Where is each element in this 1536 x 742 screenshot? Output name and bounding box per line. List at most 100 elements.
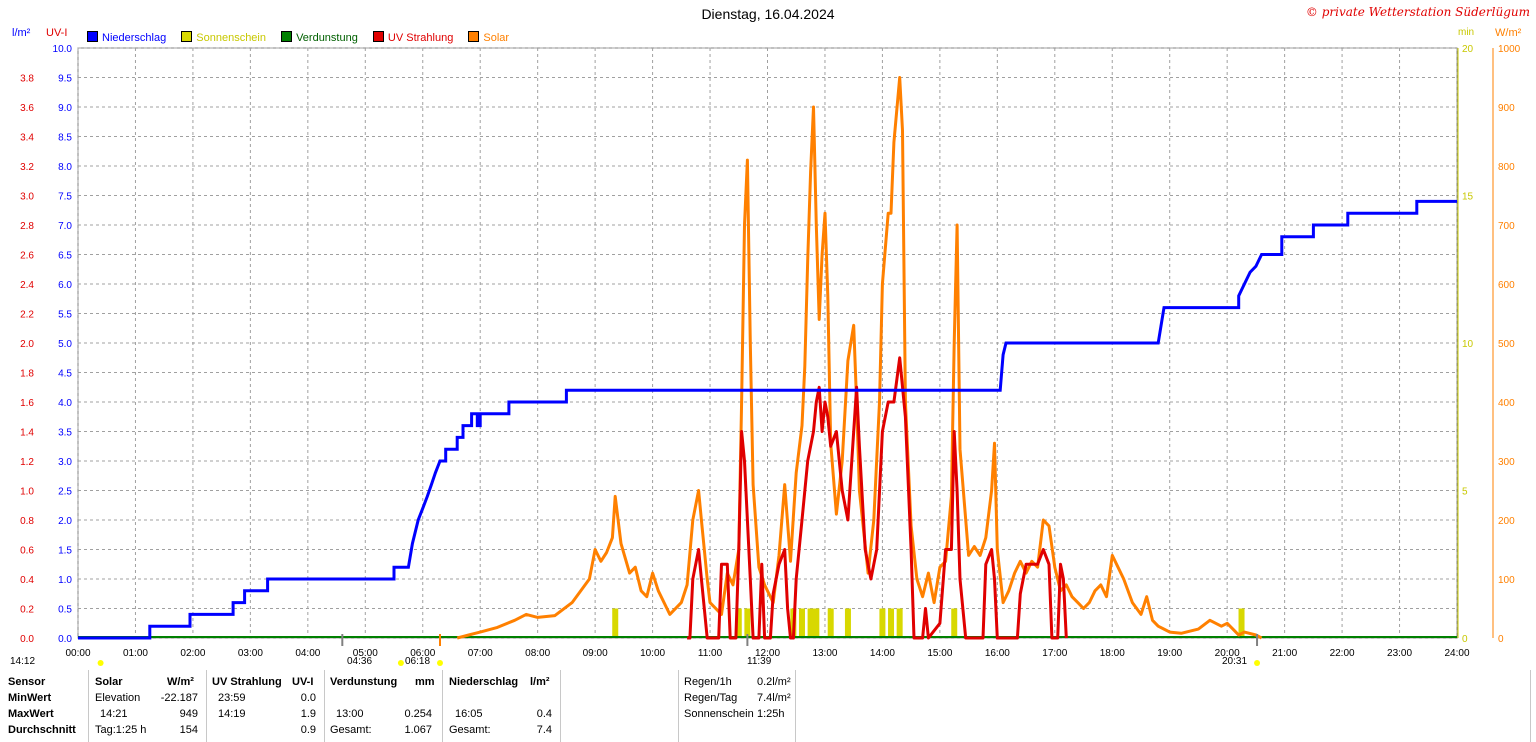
tick-label-precip: 9.0 bbox=[58, 103, 72, 114]
tick-label-uv: 2.8 bbox=[20, 221, 34, 232]
tick-label-uv: 2.4 bbox=[20, 280, 34, 291]
tick-label-uv: 3.4 bbox=[20, 133, 34, 144]
hdr-solar-unit: W/m² bbox=[167, 676, 194, 688]
summary-key-1: Regen/Tag bbox=[684, 692, 738, 704]
sunshine-bar bbox=[813, 608, 820, 638]
tick-label-uv: 0.4 bbox=[20, 575, 34, 586]
row-max-label: MaxWert bbox=[8, 708, 54, 720]
tick-label-uv: 1.4 bbox=[20, 428, 34, 439]
tick-label-time: 06:00 bbox=[410, 648, 435, 659]
tick-label-uv: 0.0 bbox=[20, 634, 34, 645]
tick-label-min: 20 bbox=[1462, 44, 1474, 55]
weather-chart: 0.0 0.5 1.0 1.5 2.0 2.5 3.0 3.5 4.0 4.5 5.0 5.5 6.0 6… bbox=[20, 44, 1521, 666]
sun-marker-icon bbox=[97, 660, 104, 666]
tick-label-time: 21:00 bbox=[1272, 648, 1297, 659]
legend-item-verdunstung: Verdunstung bbox=[281, 31, 358, 44]
sun-marker-icon bbox=[397, 660, 404, 666]
tick-label-time: 05:00 bbox=[353, 648, 378, 659]
unit-solar: W/m² bbox=[1495, 27, 1522, 39]
tick-label-solar: 500 bbox=[1498, 339, 1515, 350]
unit-min: min bbox=[1458, 27, 1475, 38]
sunshine-bar bbox=[896, 608, 903, 638]
row-avg-verd-v: 1.067 bbox=[404, 724, 432, 736]
row-max-nied-t: 16:05 bbox=[455, 708, 483, 720]
tick-label-precip: 3.5 bbox=[58, 428, 72, 439]
tick-label-time: 24:00 bbox=[1444, 648, 1469, 659]
tick-label-uv: 0.8 bbox=[20, 516, 34, 527]
divider bbox=[1530, 670, 1531, 742]
row-max-uv-v: 1.9 bbox=[300, 708, 316, 720]
summary-val-2: 1:25h bbox=[757, 708, 785, 720]
hdr-verd-unit: mm bbox=[415, 676, 435, 688]
row-avg-label: Durchschnitt bbox=[8, 724, 76, 736]
tick-label-precip: 8.0 bbox=[58, 162, 72, 173]
tick-label-time: 12:00 bbox=[755, 648, 780, 659]
tick-label-solar: 900 bbox=[1498, 103, 1515, 114]
tick-label-time: 17:00 bbox=[1042, 648, 1067, 659]
sunshine-bar bbox=[798, 608, 805, 638]
marker-t1: 06:18 bbox=[405, 656, 431, 667]
tick-label-min: 10 bbox=[1462, 339, 1474, 350]
tick-label-min: 0 bbox=[1462, 634, 1468, 645]
solar-line bbox=[456, 76, 1263, 640]
tick-label-solar: 0 bbox=[1498, 634, 1504, 645]
tick-label-solar: 600 bbox=[1498, 280, 1515, 291]
sunshine-bar bbox=[888, 608, 895, 638]
tick-label-time: 07:00 bbox=[468, 648, 493, 659]
tick-label-precip: 2.0 bbox=[58, 516, 72, 527]
tick-label-min: 5 bbox=[1462, 487, 1468, 498]
sunshine-bar bbox=[744, 608, 751, 638]
divider bbox=[795, 670, 796, 742]
stats-table: Sensor Solar W/m² UV Strahlung UV-I Verd… bbox=[0, 668, 1536, 742]
divider bbox=[206, 670, 207, 742]
row-max-verd-t: 13:00 bbox=[336, 708, 364, 720]
tick-label-time: 14:00 bbox=[870, 648, 895, 659]
tick-label-time: 11:00 bbox=[698, 648, 723, 659]
tick-label-uv: 1.6 bbox=[20, 398, 34, 409]
tick-label-precip: 4.0 bbox=[58, 398, 72, 409]
tick-label-precip: 7.5 bbox=[58, 192, 72, 203]
sunshine-bar bbox=[612, 608, 619, 638]
sun-marker-icon bbox=[1254, 660, 1261, 666]
tick-label-time: 13:00 bbox=[812, 648, 837, 659]
tick-label-solar: 200 bbox=[1498, 516, 1515, 527]
tick-label-time: 23:00 bbox=[1387, 648, 1412, 659]
hdr-nied-unit: l/m² bbox=[530, 676, 550, 688]
hdr-uv: UV Strahlung bbox=[212, 676, 282, 688]
tick-label-uv: 1.2 bbox=[20, 457, 34, 468]
tick-label-uv: 1.0 bbox=[20, 487, 34, 498]
tick-label-precip: 3.0 bbox=[58, 457, 72, 468]
tick-label-time: 00:00 bbox=[65, 648, 90, 659]
tick-label-time: 04:00 bbox=[295, 648, 320, 659]
tick-label-precip: 8.5 bbox=[58, 133, 72, 144]
legend-item-niederschlag: Niederschlag bbox=[87, 31, 166, 44]
tick-label-uv: 3.0 bbox=[20, 192, 34, 203]
divider bbox=[324, 670, 325, 742]
tick-label-solar: 300 bbox=[1498, 457, 1515, 468]
tick-label-time: 03:00 bbox=[238, 648, 263, 659]
hdr-verd: Verdunstung bbox=[330, 676, 398, 688]
tick-label-time: 19:00 bbox=[1157, 648, 1182, 659]
uv-line bbox=[687, 356, 1068, 640]
tick-label-precip: 5.5 bbox=[58, 310, 72, 321]
row-min-label: MinWert bbox=[8, 692, 52, 704]
tick-label-precip: 1.0 bbox=[58, 575, 72, 586]
precip-line bbox=[78, 199, 1457, 640]
row-min-uv-v: 0.0 bbox=[300, 692, 316, 704]
tick-label-precip: 10.0 bbox=[53, 44, 73, 55]
tick-label-uv: 3.6 bbox=[20, 103, 34, 114]
marker-moonrise: 14:12 bbox=[10, 656, 36, 667]
marker-sunrise: 04:36 bbox=[347, 656, 373, 667]
sunshine-bar bbox=[1238, 608, 1245, 638]
tick-label-solar: 700 bbox=[1498, 221, 1515, 232]
tick-label-time: 10:00 bbox=[640, 648, 665, 659]
tick-label-time: 08:00 bbox=[525, 648, 550, 659]
tick-label-uv: 2.0 bbox=[20, 339, 34, 350]
summary-key-0: Regen/1h bbox=[684, 676, 732, 688]
sunshine-bar bbox=[735, 608, 742, 638]
row-avg-uv-v: 0.9 bbox=[300, 724, 316, 736]
tick-label-time: 01:00 bbox=[123, 648, 148, 659]
row-max-solar-v: 949 bbox=[179, 708, 198, 720]
tick-label-uv: 2.2 bbox=[20, 310, 34, 321]
tick-label-uv: 3.8 bbox=[20, 74, 34, 85]
